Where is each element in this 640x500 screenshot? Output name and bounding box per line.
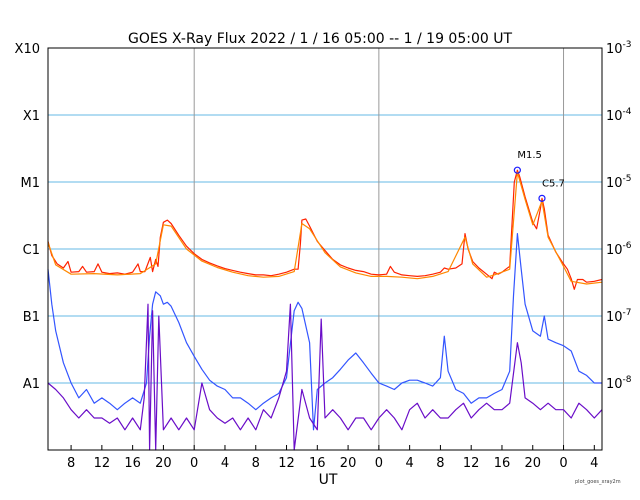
y-left-tick-label: C1 (23, 243, 40, 258)
y-right-tick-label: 10-5 (606, 174, 632, 191)
plot-frame (47, 47, 603, 451)
x-tick-label: 12 (278, 456, 295, 471)
y-right-tick-label: 10-7 (606, 308, 632, 325)
y-right-tick-exponent: -5 (623, 174, 632, 184)
x-tick-label: 0 (559, 456, 567, 471)
x-axis-label: UT (319, 472, 338, 488)
x-tick-label: 4 (221, 456, 229, 471)
y-right-tick-base: 10 (606, 243, 623, 258)
x-tick-label: 20 (340, 456, 357, 471)
x-tick-label: 12 (94, 456, 111, 471)
y-right-tick-exponent: -3 (623, 40, 632, 50)
credit-text: plot_goes_xray2m (575, 479, 621, 485)
flare-label: M1.5 (517, 150, 542, 161)
series-line (47, 171, 603, 285)
x-tick-label: 20 (155, 456, 172, 471)
y-right-tick-base: 10 (606, 109, 623, 124)
y-axis-left-ticks: A1 B1 C1 M1 X1 X10 (15, 42, 40, 392)
y-right-tick-label: 10-6 (606, 241, 632, 258)
series-line (47, 233, 602, 431)
x-tick-label: 8 (252, 456, 260, 471)
x-tick-label: 0 (375, 456, 383, 471)
y-left-tick-label: A1 (23, 377, 40, 392)
x-tick-label: 12 (463, 456, 480, 471)
series-lines (47, 169, 603, 451)
y-right-tick-label: 10-3 (606, 40, 632, 57)
x-tick-label: 0 (190, 456, 198, 471)
x-tick-label: 8 (67, 456, 75, 471)
x-tick-label: 4 (590, 456, 598, 471)
y-axis-right-ticks: 10-810-710-610-510-410-3 (606, 40, 632, 392)
chart-title: GOES X-Ray Flux 2022 / 1 / 16 05:00 -- 1… (128, 31, 512, 47)
x-tick-label: 16 (494, 456, 511, 471)
x-tick-label: 16 (309, 456, 326, 471)
y-left-tick-label: B1 (23, 310, 40, 325)
y-right-tick-label: 10-8 (606, 375, 632, 392)
x-tick-label: 8 (436, 456, 444, 471)
flare-label: C5.7 (542, 178, 565, 189)
y-right-tick-label: 10-4 (606, 107, 632, 124)
y-left-tick-label: M1 (21, 176, 41, 191)
y-right-tick-base: 10 (606, 176, 623, 191)
y-right-tick-exponent: -8 (623, 375, 632, 385)
series-line (47, 303, 603, 451)
flare-marker (513, 166, 521, 174)
x-tick-label: 4 (405, 456, 413, 471)
gridlines (48, 114, 602, 384)
y-right-tick-exponent: -6 (623, 241, 632, 251)
flare-annotations: M1.5 C5.7 (513, 150, 565, 202)
x-axis-ticks: 8 12 16 20 0 4 8 12 16 20 0 4 8 12 16 20 0 4 (67, 445, 598, 471)
flare-marker (538, 194, 546, 202)
x-tick-label: 20 (524, 456, 541, 471)
x-tick-label: 16 (124, 456, 141, 471)
y-left-tick-label: X1 (23, 109, 40, 124)
y-right-tick-base: 10 (606, 377, 623, 392)
y-right-tick-exponent: -4 (623, 107, 632, 117)
y-right-tick-base: 10 (606, 310, 623, 325)
y-right-tick-base: 10 (606, 42, 623, 57)
y-right-tick-exponent: -7 (623, 308, 632, 318)
y-left-tick-label: X10 (15, 42, 40, 57)
